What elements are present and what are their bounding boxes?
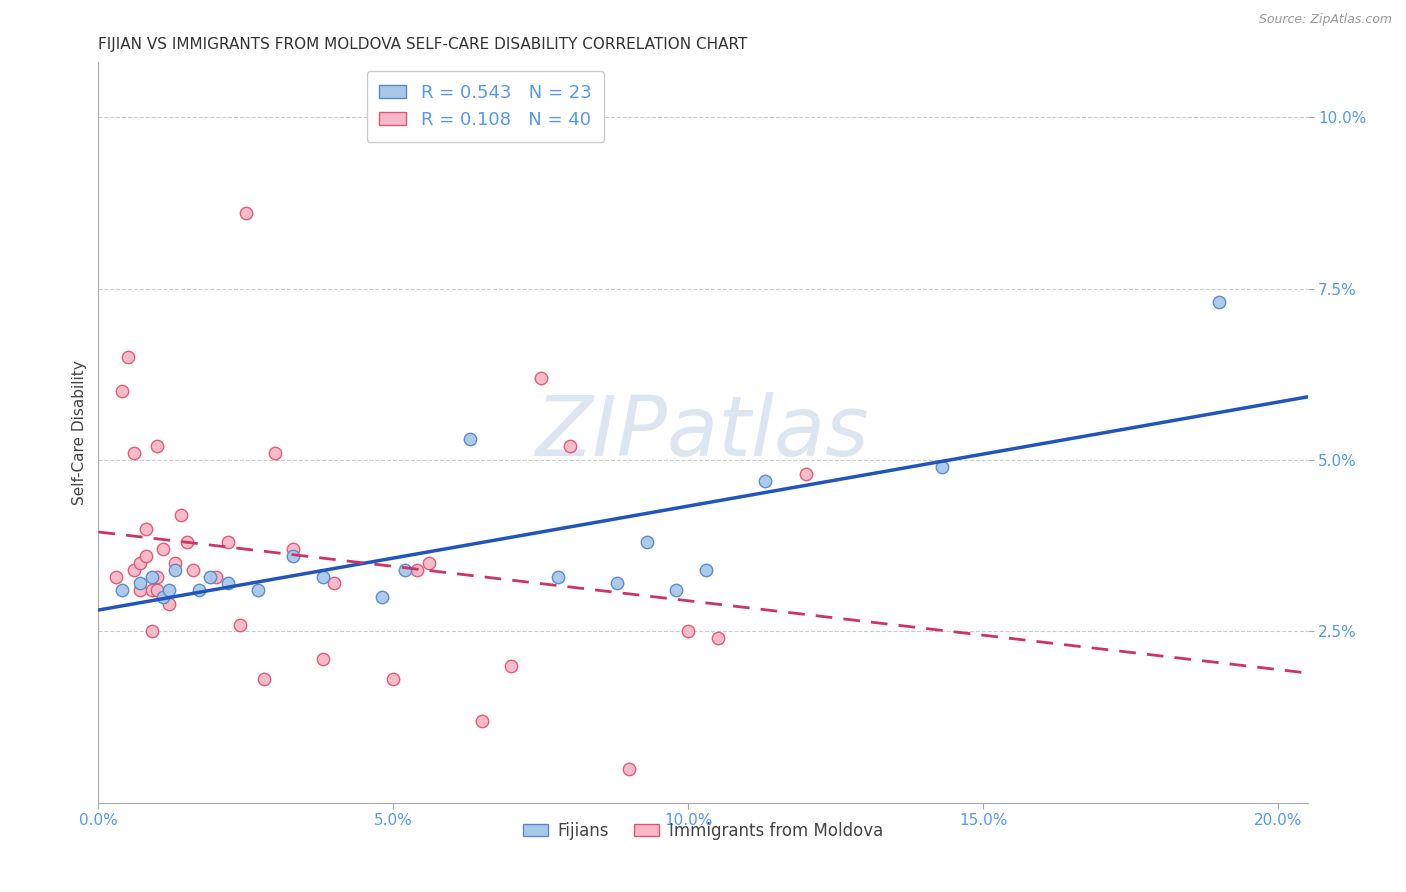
Point [141,569,163,583]
Point [122,446,145,460]
Text: ZIPatlas: ZIPatlas [536,392,870,473]
Point [281,549,304,563]
Point [141,624,163,639]
Point [205,569,228,583]
Point [418,556,440,570]
Point [128,556,150,570]
Point [165,563,187,577]
Point [382,673,405,687]
Point [111,583,134,598]
Point [181,563,204,577]
Point [176,535,198,549]
Point [246,583,269,598]
Point [619,762,641,776]
Point [636,535,658,549]
Legend: Fijians, Immigrants from Moldova: Fijians, Immigrants from Moldova [516,815,890,847]
Point [128,583,150,598]
Point [706,632,728,646]
Point [501,658,523,673]
Point [111,384,134,399]
Point [370,590,392,604]
Point [165,556,187,570]
Point [146,583,169,598]
Point [665,583,688,598]
Point [394,563,416,577]
Point [471,714,494,728]
Point [931,459,953,474]
Point [217,576,239,591]
Point [311,652,333,666]
Point [152,542,174,557]
Text: Source: ZipAtlas.com: Source: ZipAtlas.com [1258,13,1392,27]
Point [141,583,163,598]
Point [170,508,193,522]
Point [105,569,128,583]
Point [547,569,569,583]
Point [128,576,150,591]
Point [794,467,817,481]
Point [152,590,174,604]
Point [157,597,180,611]
Point [1208,295,1230,310]
Point [695,563,717,577]
Point [264,446,287,460]
Point [458,433,481,447]
Text: FIJIAN VS IMMIGRANTS FROM MOLDOVA SELF-CARE DISABILITY CORRELATION CHART: FIJIAN VS IMMIGRANTS FROM MOLDOVA SELF-C… [98,37,748,52]
Point [135,522,157,536]
Point [281,542,304,557]
Point [406,563,429,577]
Point [252,673,274,687]
Point [323,576,346,591]
Point [157,583,180,598]
Point [311,569,333,583]
Point [117,350,139,364]
Point [146,569,169,583]
Point [754,474,776,488]
Y-axis label: Self-Care Disability: Self-Care Disability [72,360,87,505]
Point [146,439,169,453]
Point [235,206,257,220]
Point [187,583,209,598]
Point [217,535,239,549]
Point [122,563,145,577]
Point [560,439,582,453]
Point [678,624,700,639]
Point [200,569,222,583]
Point [606,576,628,591]
Point [530,371,553,385]
Point [229,617,252,632]
Point [135,549,157,563]
